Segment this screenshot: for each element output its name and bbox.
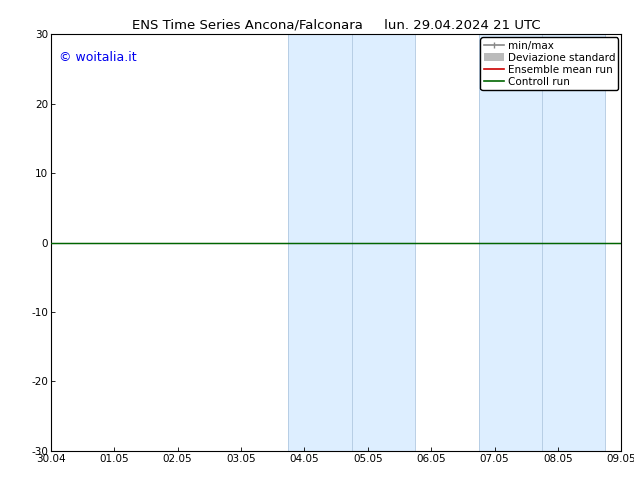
Legend: min/max, Deviazione standard, Ensemble mean run, Controll run: min/max, Deviazione standard, Ensemble m… [481,37,618,90]
Text: © woitalia.it: © woitalia.it [59,51,137,64]
Bar [479,34,605,451]
Title: ENS Time Series Ancona/Falconara     lun. 29.04.2024 21 UTC: ENS Time Series Ancona/Falconara lun. 29… [132,19,540,32]
Bar [288,34,415,451]
